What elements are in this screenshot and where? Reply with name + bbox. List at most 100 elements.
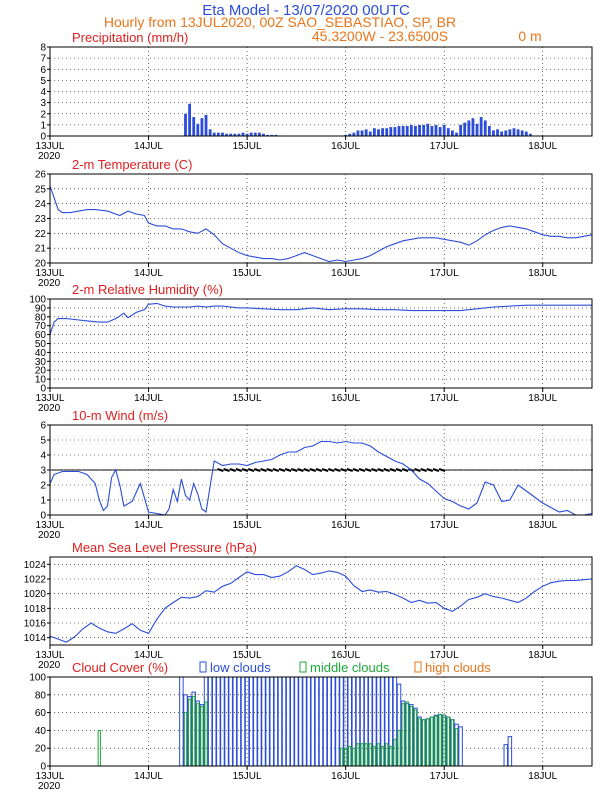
series-line [49, 302, 592, 335]
y-tick-label: 1 [40, 496, 46, 507]
y-tick-label: 25 [35, 184, 47, 195]
wind-barb [284, 467, 292, 473]
y-tick-label: 40 [35, 726, 47, 737]
low-cloud-bar [253, 676, 258, 767]
precip-bar [212, 132, 216, 136]
precip-bar [241, 132, 245, 136]
precip-bar [352, 132, 356, 136]
precip-bar [229, 133, 233, 136]
low-cloud-bar [236, 676, 242, 767]
low-cloud-bar [458, 726, 463, 767]
low-cloud-bar [248, 676, 254, 767]
legend-label: middle clouds [310, 660, 390, 675]
x-year-label: 2020 [38, 151, 61, 162]
y-tick-label: 1024 [24, 560, 47, 571]
wind-barb [438, 467, 446, 473]
low-cloud-bar [322, 676, 328, 767]
precip-bar [446, 128, 450, 136]
y-tick-label: 8 [40, 43, 46, 54]
middle-cloud-bar [356, 743, 360, 767]
precip-bar [487, 125, 491, 136]
middle-cloud-bar [438, 713, 442, 767]
wind-barb [303, 467, 310, 473]
wind-barb [266, 467, 274, 473]
low-cloud-bar [277, 676, 283, 767]
middle-cloud-bar [454, 728, 459, 767]
wind-barb [223, 467, 230, 473]
wind-barb [290, 467, 298, 473]
low-cloud-bar [290, 676, 295, 767]
precip-bar [438, 127, 442, 136]
precip-bar [192, 117, 196, 136]
y-tick-label: 0 [40, 132, 46, 143]
y-tick-label: 7 [40, 54, 46, 65]
x-tick-label: 16JUL [331, 393, 360, 404]
precip-bar [368, 131, 372, 136]
precip-bar [204, 114, 208, 136]
precip-bar [418, 124, 421, 136]
precip-bar [504, 130, 508, 136]
series-line [49, 185, 593, 263]
y-tick-label: 70 [35, 321, 47, 332]
precip-bar [524, 131, 528, 136]
precip-bar [237, 133, 241, 136]
precip-bar [496, 129, 499, 136]
plot-frame [49, 556, 593, 646]
legend-label: low clouds [210, 660, 271, 675]
legend-swatch [299, 661, 307, 673]
low-cloud-bar [232, 676, 238, 767]
x-tick-label: 13JUL [36, 771, 65, 782]
x-tick-label: 17JUL [430, 520, 459, 531]
middle-cloud-bar [434, 715, 438, 767]
middle-cloud-bar [401, 703, 405, 767]
y-tick-label: 1 [40, 120, 46, 131]
precip-bar [508, 129, 512, 136]
panel-2: 20 21 22 23 24 25 26 13JUL 14JUL 15JUL 16JUL 17JUL 1… [35, 157, 593, 289]
middle-cloud-bar [380, 745, 385, 767]
x-tick-label: 18JUL [528, 393, 557, 404]
middle-cloud-bar [393, 738, 397, 767]
middle-cloud-bar [413, 709, 418, 767]
x-tick-label: 16JUL [331, 650, 360, 661]
panel-title: Cloud Cover (%) [72, 660, 168, 675]
middle-cloud-bar [204, 701, 208, 767]
y-tick-label: 2 [40, 109, 46, 120]
y-tick-label: 1018 [24, 604, 47, 615]
precip-bar [516, 129, 520, 136]
x-year-label: 2020 [38, 660, 61, 671]
y-tick-label: 22 [35, 229, 47, 240]
precip-bar [401, 125, 405, 136]
x-tick-label: 17JUL [430, 650, 459, 661]
low-cloud-bar [216, 676, 221, 767]
y-tick-label: 60 [35, 708, 47, 719]
wind-barb [364, 467, 372, 473]
wind-barb [217, 467, 224, 473]
x-tick-label: 16JUL [331, 520, 360, 531]
low-cloud-bar [265, 676, 270, 767]
y-tick-label: 1016 [24, 619, 47, 630]
legend-swatch [199, 661, 207, 673]
x-tick-label: 18JUL [528, 141, 557, 152]
precip-bar [483, 120, 487, 136]
low-cloud-bar [257, 676, 262, 767]
precip-bar [463, 122, 467, 136]
precip-bar [348, 133, 352, 136]
low-cloud-bar [224, 676, 229, 767]
precip-bar [442, 124, 446, 136]
low-cloud-bar [310, 676, 316, 767]
wind-barb [241, 467, 249, 473]
low-cloud-bar [335, 676, 340, 767]
wind-barb [235, 467, 243, 473]
precip-bar [221, 132, 224, 136]
legend-label: high clouds [425, 660, 491, 675]
precip-bar [459, 124, 463, 136]
x-tick-label: 17JUL [430, 268, 459, 279]
precip-bar [512, 128, 516, 136]
precip-bar [389, 127, 393, 136]
x-tick-label: 15JUL [233, 141, 262, 152]
precip-bar [475, 123, 479, 136]
wind-barb [315, 467, 323, 473]
x-tick-label: 14JUL [134, 520, 163, 531]
